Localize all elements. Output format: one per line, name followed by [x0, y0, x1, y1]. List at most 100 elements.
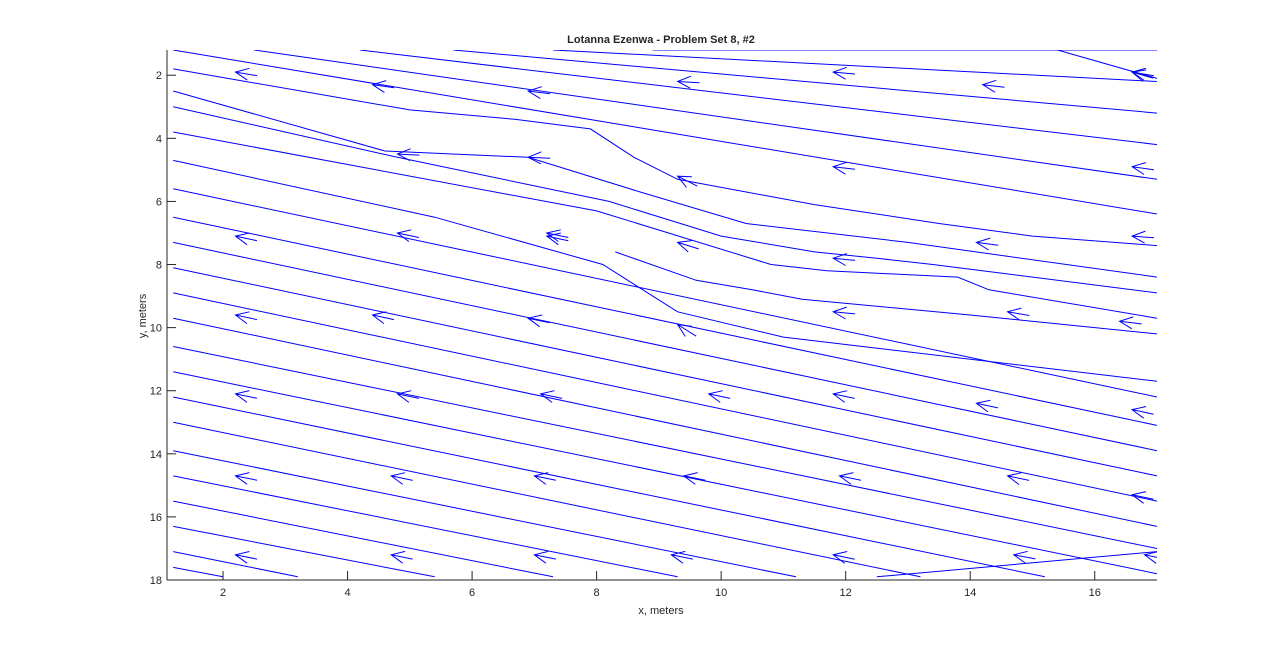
streamline: [173, 292, 1157, 502]
streamline-arrowhead: [234, 551, 258, 564]
streamline-arrowhead: [234, 390, 258, 403]
streamline: [173, 216, 1157, 426]
y-tick-label: 18: [150, 575, 162, 587]
streamline-arrowhead: [396, 148, 420, 162]
streamline-arrowhead: [526, 151, 551, 165]
streamline: [173, 188, 1157, 398]
streamline-arrowhead: [676, 240, 699, 253]
streamline-arrowhead: [832, 390, 855, 403]
streamline-arrowhead: [975, 399, 999, 413]
streamline-arrowhead: [1006, 307, 1030, 321]
streamline-arrowhead: [670, 550, 693, 564]
streamline: [173, 68, 1157, 247]
streamline: [173, 106, 1157, 294]
streamline-arrowhead: [539, 390, 563, 403]
streamline-arrowhead: [1118, 316, 1142, 330]
streamline-arrowhead: [371, 80, 395, 93]
streamline: [876, 551, 1157, 578]
streamline: [1057, 50, 1157, 79]
streamline-arrowhead: [1130, 230, 1155, 244]
y-tick-label: 12: [150, 386, 162, 398]
streamline-arrowhead: [832, 161, 856, 175]
streamline-arrowhead: [371, 311, 395, 324]
streamline: [552, 50, 1157, 82]
streamline-arrowhead: [533, 472, 557, 485]
streamline-arrowhead: [1130, 162, 1154, 175]
streamline-arrowhead: [832, 66, 856, 80]
streamline: [173, 267, 1157, 477]
streamline-arrowhead: [390, 550, 413, 564]
streamline: [173, 159, 1157, 382]
streamline-arrowhead: [981, 79, 1005, 93]
y-tick-label: 10: [150, 323, 162, 335]
y-axis-label: y, meters: [137, 293, 149, 338]
streamline-arrowhead: [1006, 472, 1030, 485]
streamline-arrowhead: [390, 472, 413, 485]
streamline-arrowhead: [234, 472, 258, 485]
y-tick-label: 14: [150, 449, 162, 461]
streamline-arrowhead: [676, 75, 700, 89]
axes-group: 2 4 6 8 10 12 14 16 2 4 6 8 10 12 14 16 18: [150, 50, 1157, 599]
streamline-arrowhead: [526, 86, 551, 100]
streamline-arrowhead: [545, 232, 569, 246]
streamline-arrowhead: [1130, 406, 1154, 419]
streamline-arrowhead: [533, 550, 556, 564]
streamline: [173, 131, 1157, 319]
streamline-arrowhead: [975, 237, 999, 251]
x-tick-label: 2: [220, 587, 226, 599]
streamline-arrowhead: [832, 306, 856, 320]
streamline-arrowhead: [545, 229, 569, 242]
streamline-arrowhead: [682, 472, 706, 485]
x-axis-label: x, meters: [638, 605, 684, 617]
streamline-arrowhead: [396, 229, 420, 242]
x-tick-label: 6: [469, 587, 475, 599]
streamline: [173, 525, 435, 578]
streamline-arrowhead: [832, 551, 855, 564]
streamline: [173, 346, 1157, 549]
streamline: [254, 50, 1157, 180]
streamline-arrowhead: [1130, 69, 1154, 82]
streamline: [615, 251, 1157, 335]
streamline: [173, 421, 921, 578]
streamline: [173, 371, 1157, 575]
y-tick-label: 6: [156, 196, 162, 208]
streamline: [453, 50, 1157, 114]
x-tick-label: 12: [840, 587, 852, 599]
streamline: [173, 475, 678, 578]
streamline-arrowhead: [1130, 491, 1154, 504]
streamline: [173, 450, 796, 578]
y-tick-label: 8: [156, 260, 162, 272]
streamline-arrowhead: [234, 67, 258, 81]
streamline: [359, 50, 1157, 146]
x-tick-label: 4: [345, 587, 351, 599]
streamline-arrowhead: [676, 175, 698, 188]
streamline: [173, 50, 1157, 215]
streamline-arrowhead: [396, 390, 420, 403]
streamline-arrowhead: [838, 472, 862, 485]
x-tick-label: 10: [715, 587, 727, 599]
y-tick-label: 2: [156, 70, 162, 82]
chart-title: Lotanna Ezenwa - Problem Set 8, #2: [567, 34, 755, 46]
y-tick-label: 16: [150, 512, 162, 524]
streamline-arrowhead: [1143, 551, 1157, 564]
streamline: [173, 500, 554, 578]
streamline-arrowhead: [832, 253, 856, 266]
streamline: [173, 317, 1157, 527]
y-tick-label: 4: [156, 133, 162, 145]
streamline: [173, 551, 298, 578]
x-tick-label: 16: [1089, 587, 1101, 599]
streamline-arrowhead: [234, 311, 258, 325]
streamline: [173, 90, 1157, 278]
streamline: [173, 396, 1046, 578]
streamlines-group: [173, 50, 1157, 578]
streamline-arrowhead: [1012, 550, 1036, 564]
x-tick-label: 14: [964, 587, 976, 599]
streamline-arrowhead: [234, 232, 258, 246]
streamline-arrowhead: [707, 390, 731, 403]
streamline: [173, 566, 224, 578]
x-tick-label: 8: [594, 587, 600, 599]
streamline-arrowhead: [526, 314, 550, 328]
streamline: [173, 241, 1157, 452]
